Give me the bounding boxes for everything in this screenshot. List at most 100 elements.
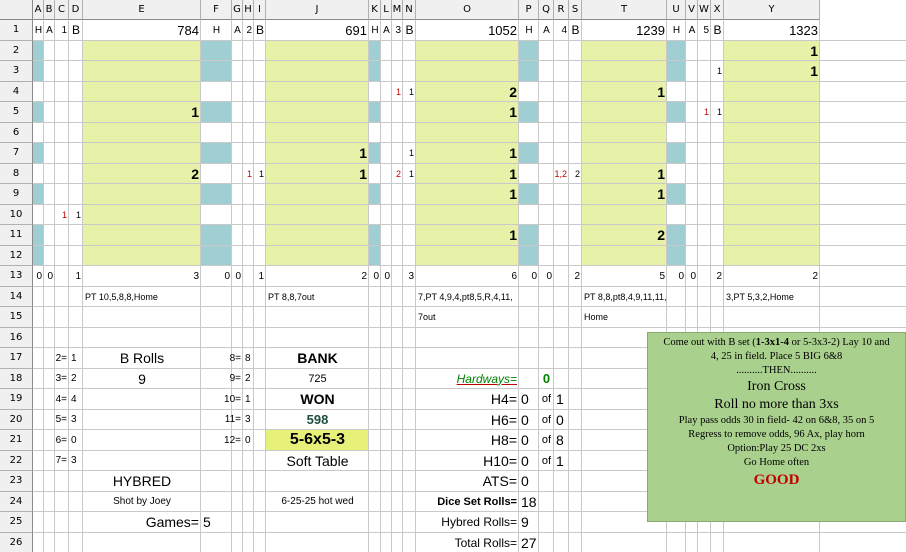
cell-a13[interactable]: 0 (36, 270, 42, 282)
cell-g13[interactable]: 0 (235, 270, 241, 282)
cell-k1[interactable]: H (371, 24, 379, 36)
cell-f1[interactable]: H (212, 24, 221, 36)
column-header-h[interactable]: H (243, 0, 254, 20)
cell-q22[interactable]: of (541, 454, 552, 467)
cell-c21[interactable]: 6= (55, 434, 67, 446)
cell-h8[interactable]: 1 (246, 168, 252, 179)
cell-j8[interactable]: 1 (359, 165, 367, 182)
cell-p24[interactable]: 18 (521, 493, 537, 510)
column-header-r[interactable]: R (554, 0, 569, 20)
column-header-p[interactable]: P (519, 0, 539, 20)
cell-u1[interactable]: H (672, 24, 681, 36)
cell-r19[interactable]: 1 (556, 391, 564, 408)
cell-t4[interactable]: 1 (657, 83, 665, 100)
column-header-m[interactable]: M (392, 0, 403, 20)
cell-b1[interactable]: A (46, 24, 53, 36)
cell-h20[interactable]: 3 (245, 414, 251, 426)
cell-o9[interactable]: 1 (509, 186, 517, 203)
cell-f13[interactable]: 0 (224, 270, 230, 282)
cell-i13[interactable]: 1 (258, 270, 264, 282)
row-header-19[interactable]: 19 (0, 389, 33, 410)
cell-o22[interactable]: H10= (483, 452, 517, 469)
cell-m4[interactable]: 1 (395, 86, 401, 97)
cell-d13[interactable]: 1 (75, 270, 81, 282)
row-header-14[interactable]: 14 (0, 286, 33, 307)
row-header-18[interactable]: 18 (0, 368, 33, 389)
cell-x13[interactable]: 2 (716, 270, 722, 282)
cell-d1[interactable]: B (71, 23, 80, 38)
cell-d18[interactable]: 2 (71, 373, 77, 385)
strategy-note-box[interactable]: Come out with B set (1-3x1-4 or 5-3x3-2)… (647, 332, 906, 522)
column-header-f[interactable]: F (201, 0, 232, 20)
cell-o26[interactable]: Total Rolls= (454, 535, 517, 550)
cell-v13[interactable]: 0 (690, 270, 696, 282)
cell-o18[interactable]: Hardways= (456, 371, 517, 386)
cell-q13[interactable]: 0 (546, 270, 552, 282)
cell-c22[interactable]: 7= (55, 455, 67, 467)
cell-n8[interactable]: 1 (408, 168, 414, 179)
cell-b13[interactable]: 0 (47, 270, 53, 282)
cell-c1[interactable]: 1 (61, 24, 67, 36)
cell-c18[interactable]: 3= (55, 373, 67, 385)
cell-t8[interactable]: 1 (657, 165, 665, 182)
cell-p26[interactable]: 27 (521, 534, 537, 551)
row-header-3[interactable]: 3 (0, 61, 33, 82)
row-header-2[interactable]: 2 (0, 40, 33, 61)
row-header-12[interactable]: 12 (0, 245, 33, 266)
cell-o19[interactable]: H4= (490, 391, 517, 408)
column-header-w[interactable]: W (698, 0, 711, 20)
row-header-21[interactable]: 21 (0, 430, 33, 451)
cell-y3[interactable]: 1 (810, 63, 818, 80)
row-header-4[interactable]: 4 (0, 81, 33, 102)
cell-p25[interactable]: 9 (521, 514, 529, 531)
cell-i8[interactable]: 1 (258, 168, 264, 179)
cell-y2[interactable]: 1 (810, 42, 818, 59)
row-header-23[interactable]: 23 (0, 471, 33, 492)
cell-l1[interactable]: A (383, 24, 390, 36)
cell-e14[interactable]: PT 10,5,8,8,Home (85, 291, 158, 302)
row-header-26[interactable]: 26 (0, 532, 33, 552)
column-header-j[interactable]: J (266, 0, 369, 20)
cell-p21[interactable]: 0 (521, 432, 529, 449)
cell-q19[interactable]: of (541, 393, 552, 406)
column-header-o[interactable]: O (416, 0, 519, 20)
cell-j13[interactable]: 2 (361, 270, 367, 282)
cell-g17[interactable]: 8= (229, 352, 241, 364)
cell-r21[interactable]: 8 (556, 432, 564, 449)
cell-c10[interactable]: 1 (61, 209, 67, 220)
cell-t15[interactable]: Home (584, 312, 609, 323)
cell-q20[interactable]: of (541, 413, 552, 426)
column-header-k[interactable]: K (369, 0, 381, 20)
cell-i1[interactable]: B (256, 23, 265, 38)
cell-t9[interactable]: 1 (657, 186, 665, 203)
cell-y14[interactable]: 3,PT 5,3,2,Home (726, 291, 794, 302)
cell-g20[interactable]: 11= (224, 414, 241, 426)
cell-h21[interactable]: 0 (245, 434, 251, 446)
cell-h18[interactable]: 2 (245, 373, 251, 385)
cell-p1[interactable]: H (525, 24, 533, 36)
column-header-d[interactable]: D (69, 0, 83, 20)
cell-o5[interactable]: 1 (509, 104, 517, 121)
cell-q21[interactable]: of (541, 434, 552, 447)
cell-o25[interactable]: Hybred Rolls= (441, 515, 517, 530)
cell-g18[interactable]: 9= (229, 373, 241, 385)
cell-l13[interactable]: 0 (384, 270, 390, 282)
cell-n4[interactable]: 1 (408, 86, 414, 97)
cell-t1[interactable]: 1239 (636, 22, 665, 38)
cell-g1[interactable]: A (234, 24, 241, 36)
cell-r20[interactable]: 0 (556, 411, 564, 428)
row-header-13[interactable]: 13 (0, 266, 33, 287)
row-header-22[interactable]: 22 (0, 450, 33, 471)
column-header-s[interactable]: S (569, 0, 582, 20)
row-header-24[interactable]: 24 (0, 491, 33, 512)
cell-m8[interactable]: 2 (395, 168, 401, 179)
column-header-l[interactable]: L (381, 0, 392, 20)
cell-o4[interactable]: 2 (509, 83, 517, 100)
cell-w1[interactable]: 5 (703, 24, 709, 36)
cell-h19[interactable]: 1 (245, 393, 251, 405)
cell-p13[interactable]: 0 (531, 270, 537, 282)
cell-r1[interactable]: 4 (561, 24, 567, 36)
column-header-q[interactable]: Q (539, 0, 554, 20)
cell-t14[interactable]: PT 8,8,pt8,4,9,11,11, (584, 291, 667, 302)
cell-o8[interactable]: 1 (509, 165, 517, 182)
